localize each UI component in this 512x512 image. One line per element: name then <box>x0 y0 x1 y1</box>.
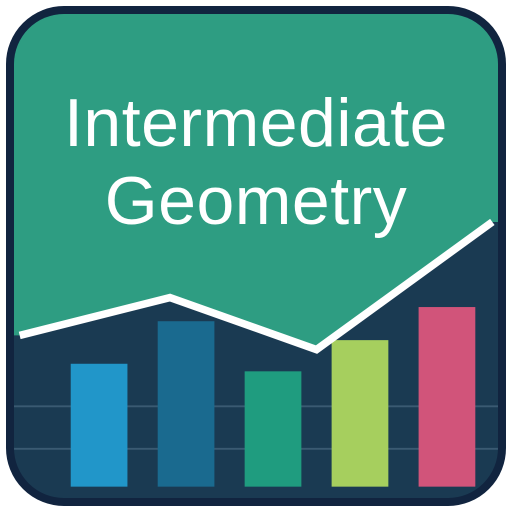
title-line-2: Geometry <box>105 163 408 239</box>
tile-title: Intermediate Geometry <box>14 84 498 240</box>
app-tile: Intermediate Geometry <box>6 6 506 506</box>
title-line-1: Intermediate <box>64 85 448 161</box>
